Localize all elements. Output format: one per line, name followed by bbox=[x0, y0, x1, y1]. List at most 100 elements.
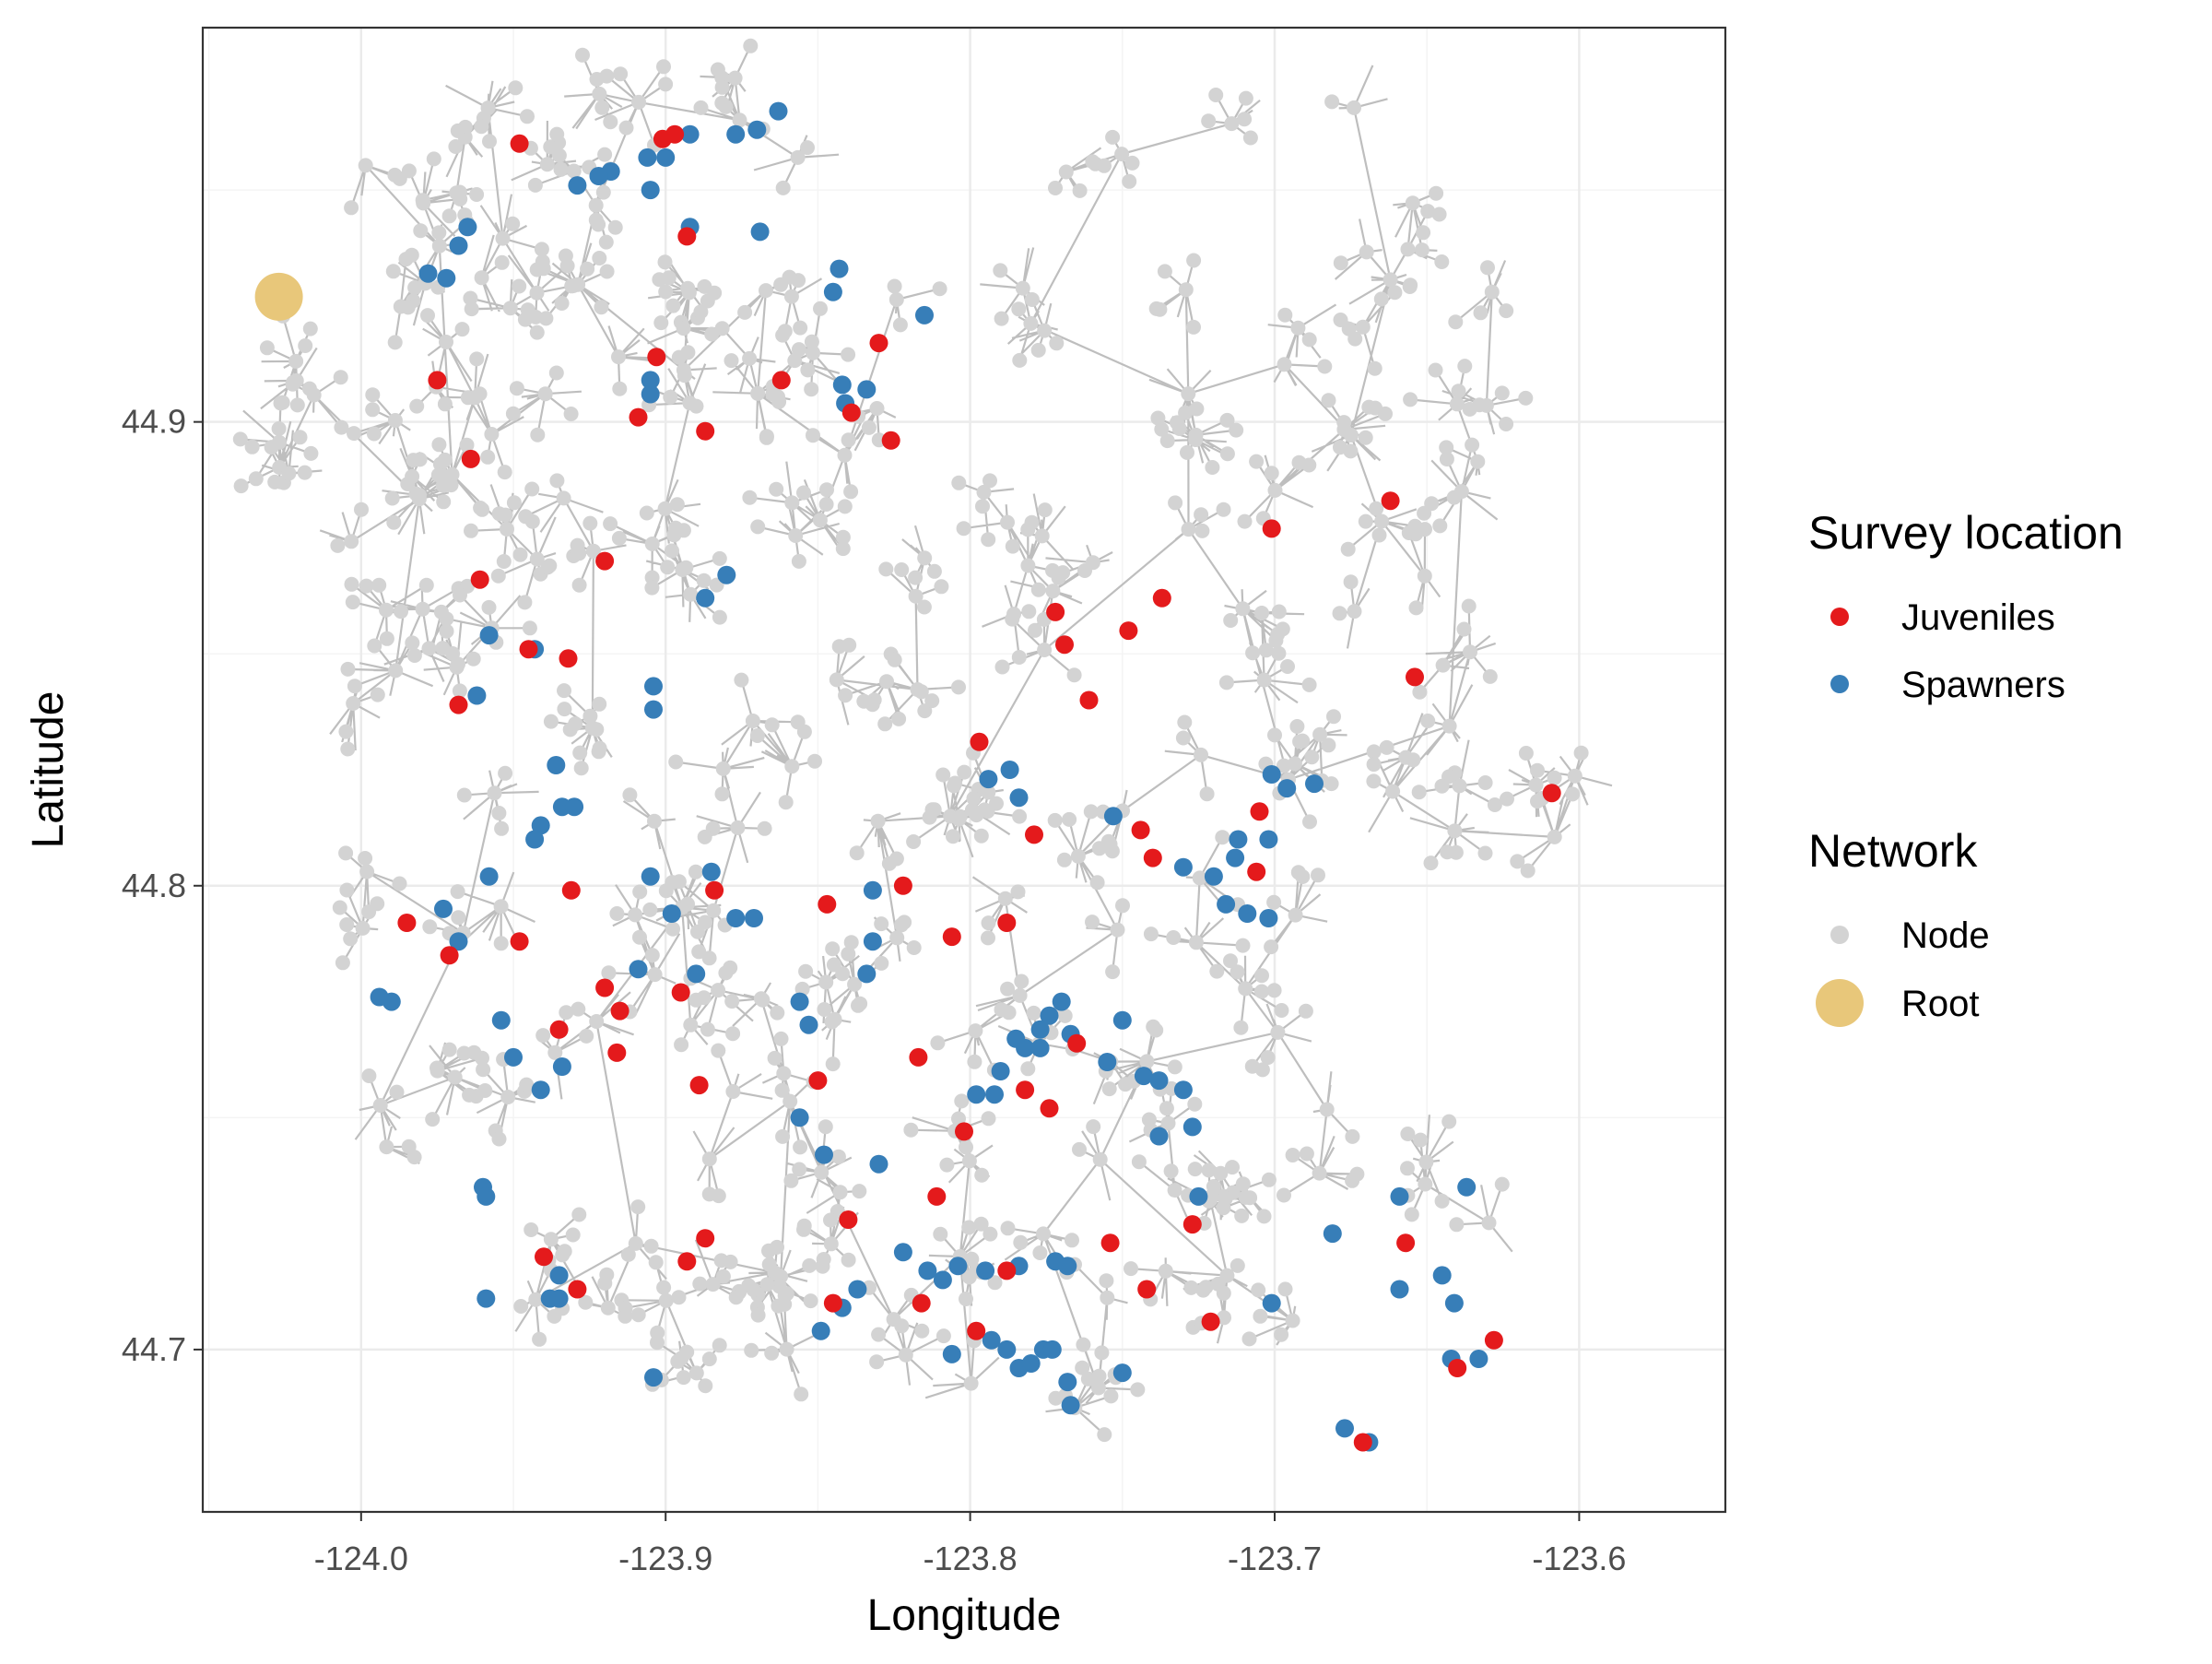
network-node bbox=[591, 744, 606, 760]
network-node bbox=[677, 368, 692, 384]
network-node bbox=[297, 465, 312, 480]
network-node bbox=[493, 899, 509, 915]
network-node bbox=[1090, 1380, 1106, 1396]
network-node bbox=[540, 560, 556, 575]
network-node bbox=[1216, 502, 1231, 517]
network-node bbox=[935, 767, 951, 783]
network-node bbox=[841, 637, 857, 653]
network-node bbox=[1266, 894, 1282, 910]
network-node bbox=[1143, 926, 1159, 942]
network-node bbox=[392, 876, 407, 891]
network-node bbox=[613, 66, 629, 82]
network-node bbox=[663, 389, 678, 405]
spawner-point bbox=[1149, 1127, 1169, 1146]
network-node bbox=[793, 320, 808, 336]
network-node bbox=[1288, 907, 1303, 923]
network-node bbox=[779, 1341, 794, 1357]
network-node bbox=[1011, 650, 1027, 665]
network-node bbox=[690, 924, 705, 939]
juvenile-point bbox=[1100, 1233, 1120, 1253]
network-node bbox=[701, 950, 717, 966]
network-node bbox=[385, 264, 401, 279]
network-node bbox=[439, 611, 454, 627]
network-node bbox=[1439, 452, 1454, 466]
spawner-point bbox=[479, 867, 499, 886]
network-node bbox=[1188, 935, 1204, 950]
juvenile-point bbox=[839, 1210, 858, 1229]
spawner-point bbox=[1262, 1293, 1281, 1313]
network-node bbox=[829, 672, 844, 688]
juvenile-point bbox=[696, 1229, 715, 1248]
network-node bbox=[387, 167, 403, 183]
spawner-point bbox=[641, 867, 660, 886]
network-node bbox=[778, 795, 794, 810]
juvenile-point bbox=[653, 129, 672, 148]
network-node bbox=[1332, 606, 1347, 621]
network-node bbox=[759, 283, 773, 299]
network-node bbox=[1304, 749, 1320, 765]
network-node bbox=[1024, 514, 1040, 530]
network-node bbox=[1285, 1148, 1300, 1162]
x-axis-title: Longitude bbox=[867, 1591, 1062, 1640]
network-node bbox=[963, 1375, 979, 1391]
network-node bbox=[804, 382, 819, 397]
network-node bbox=[1023, 315, 1039, 331]
spawner-point bbox=[1173, 857, 1193, 877]
network-node bbox=[271, 421, 287, 436]
network-node bbox=[1371, 527, 1387, 543]
network-node bbox=[450, 884, 465, 900]
legend-label-spawners: Spawners bbox=[1901, 665, 2065, 705]
network-node bbox=[404, 247, 419, 263]
network-node bbox=[1230, 964, 1245, 980]
network-node bbox=[628, 1235, 643, 1251]
network-node bbox=[688, 992, 704, 1008]
network-node bbox=[724, 994, 740, 1009]
y-axis-title: Latitude bbox=[24, 691, 73, 849]
network-node bbox=[1181, 386, 1196, 402]
network-node bbox=[595, 184, 611, 200]
network-node bbox=[1030, 342, 1046, 358]
legend-survey-title: Survey location bbox=[1808, 507, 2124, 559]
network-node bbox=[465, 651, 481, 667]
network-node bbox=[1159, 433, 1175, 449]
network-node bbox=[956, 521, 971, 537]
network-node bbox=[853, 996, 868, 1011]
spawner-point bbox=[726, 909, 746, 927]
network-node bbox=[967, 1054, 982, 1069]
network-node bbox=[1012, 808, 1028, 824]
y-tick-label-0: 44.7 bbox=[122, 1330, 186, 1368]
network-node bbox=[1518, 746, 1534, 761]
network-node bbox=[1378, 406, 1393, 421]
network-node bbox=[539, 157, 555, 172]
network-node bbox=[603, 516, 618, 532]
network-node bbox=[425, 1112, 441, 1127]
network-node bbox=[589, 1014, 605, 1029]
juvenile-point bbox=[927, 1186, 947, 1206]
network-node bbox=[439, 335, 453, 349]
juvenile-point bbox=[1182, 1215, 1202, 1234]
network-node bbox=[796, 1218, 812, 1233]
juvenile-point bbox=[912, 1293, 931, 1313]
spawner-point bbox=[638, 148, 657, 167]
spawner-point bbox=[641, 384, 660, 404]
network-node bbox=[1358, 430, 1373, 445]
juvenile-point bbox=[629, 407, 648, 427]
spawner-point bbox=[629, 960, 648, 979]
spawner-point bbox=[848, 1280, 867, 1299]
network-node bbox=[783, 289, 799, 304]
network-node bbox=[344, 534, 359, 549]
network-node bbox=[548, 365, 564, 381]
network-node bbox=[529, 285, 545, 301]
spawner-point bbox=[547, 756, 566, 774]
network-node bbox=[724, 353, 739, 369]
network-node bbox=[1034, 528, 1050, 544]
network-node bbox=[512, 547, 528, 562]
network-node bbox=[1277, 1281, 1293, 1297]
network-node bbox=[1235, 601, 1251, 617]
network-node bbox=[1209, 963, 1225, 979]
network-node bbox=[1194, 523, 1210, 538]
network-node bbox=[555, 1247, 571, 1263]
network-node bbox=[1166, 930, 1182, 945]
network-node bbox=[1449, 1217, 1465, 1233]
spawner-point bbox=[790, 1108, 809, 1127]
